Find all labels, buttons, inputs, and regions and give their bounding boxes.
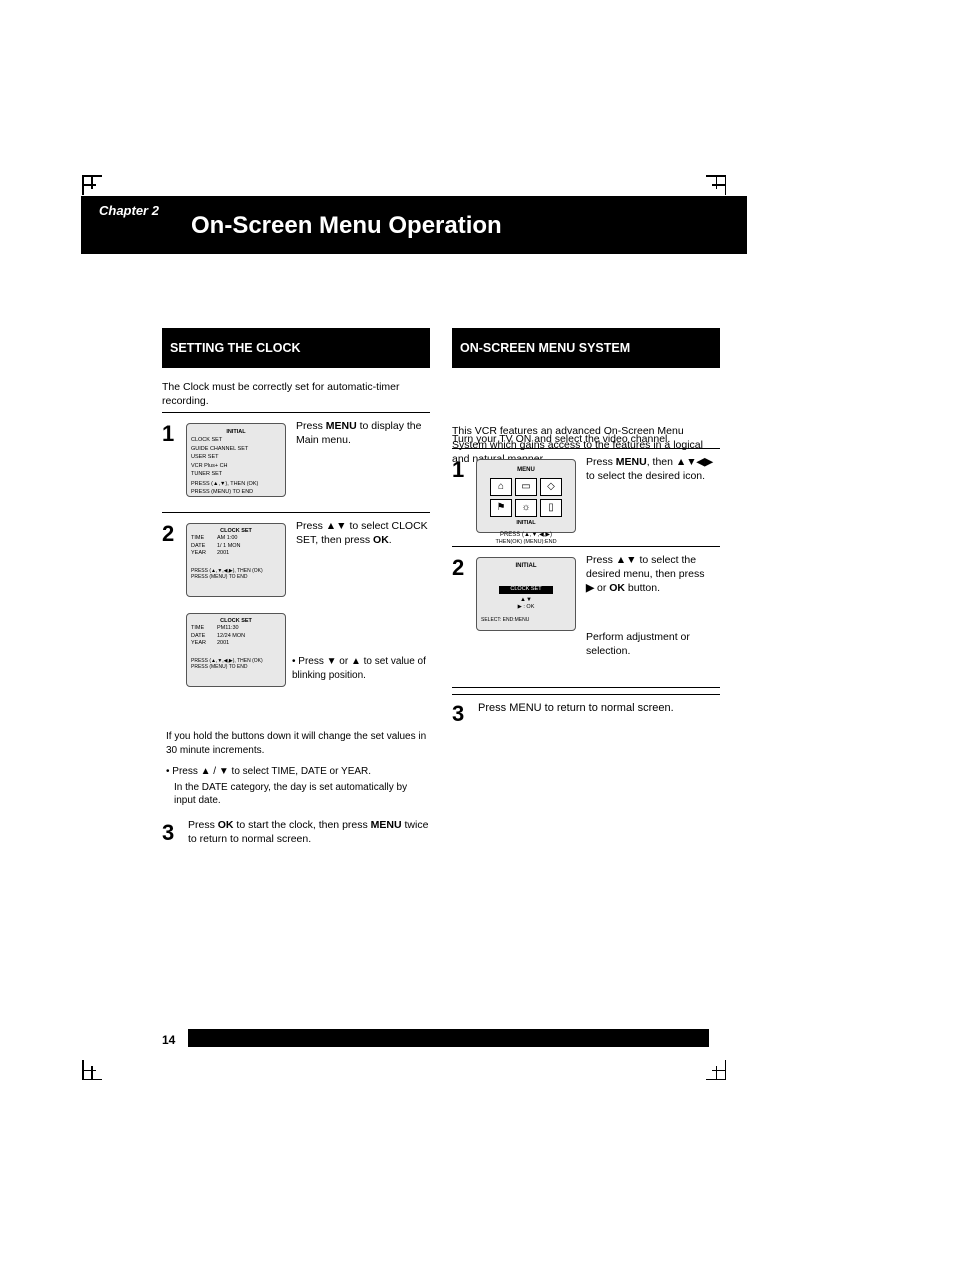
left-lead-text: The Clock must be correctly set for auto…: [162, 380, 430, 408]
step-instruction: Press MENU to display the Main menu.: [296, 419, 430, 447]
osd-screen-initial-select: INITIAL CLOCK SET ▲▼ ▶ : OK SELECT: END:…: [476, 557, 576, 631]
osd-screen-clock-blank: CLOCK SET TIME AM 1:00 DATE1/ 1 MON YEAR…: [186, 523, 286, 597]
bullet-text: • Press ▼ or ▲ to set value of blinking …: [292, 655, 430, 682]
chapter-title: On-Screen Menu Operation: [191, 210, 502, 242]
step-instruction: Press ▲▼ to select the desired menu, the…: [586, 553, 720, 596]
menu-icon-grid: ⌂ ▭ ◇ ⚑ ☼ ▯: [481, 478, 571, 517]
step-instruction: Press OK to start the clock, then press …: [188, 818, 430, 846]
footer-band: [188, 1029, 709, 1047]
left-section-title: SETTING THE CLOCK: [170, 340, 301, 357]
note-text: In the DATE category, the day is set aut…: [174, 781, 430, 808]
left-step-3: 3 Press OK to start the clock, then pres…: [162, 818, 430, 846]
right-prestep-text: Turn your TV ON and select the video cha…: [452, 432, 720, 446]
osd-screen-initial: INITIAL CLOCK SET GUIDE CHANNEL SET USER…: [186, 423, 286, 497]
menu-icon: ◇: [540, 478, 562, 496]
left-step-2: 2 CLOCK SET TIME AM 1:00 DATE1/ 1 MON YE…: [162, 512, 430, 846]
manual-page: Chapter 2 On-Screen Menu Operation 14 Th…: [0, 0, 954, 1272]
step-number: 3: [162, 818, 174, 848]
menu-icon: ⚑: [490, 499, 512, 517]
osd-screen-clock-set: CLOCK SET TIME PM11:30 DATE12/24 MON YEA…: [186, 613, 286, 687]
step-instruction: Press ▲▼ to select CLOCK SET, then press…: [296, 519, 430, 547]
step-number: 1: [162, 419, 186, 449]
osd-screen-menu-icons: MENU ⌂ ▭ ◇ ⚑ ☼ ▯ INITIAL PRESS (▲,▼,◀,▶)…: [476, 459, 576, 533]
page-number: 14: [162, 1032, 175, 1048]
step-number: 1: [452, 455, 476, 485]
right-section-title: ON-SCREEN MENU SYSTEM: [460, 340, 630, 357]
chapter-label: Chapter 2: [99, 202, 159, 220]
chapter-header-band: Chapter 2 On-Screen Menu Operation: [81, 196, 747, 254]
menu-icon: ▯: [540, 499, 562, 517]
right-step-2: 2 INITIAL CLOCK SET ▲▼ ▶ : OK SELECT: EN…: [452, 546, 720, 688]
note-text: If you hold the buttons down it will cha…: [166, 730, 430, 757]
menu-icon: ▭: [515, 478, 537, 496]
menu-icon: ⌂: [490, 478, 512, 496]
step-number: 2: [452, 553, 476, 583]
step-instruction: Press MENU, then ▲▼◀▶ to select the desi…: [586, 455, 720, 483]
left-step-1: 1 INITIAL CLOCK SET GUIDE CHANNEL SET US…: [162, 412, 430, 512]
bullet-text: • Press ▲ / ▼ to select TIME, DATE or YE…: [166, 765, 430, 779]
step-number: 2: [162, 519, 186, 549]
right-step-3: 3 Press MENU to return to normal screen.: [452, 694, 720, 728]
step-instruction: Press MENU to return to normal screen.: [478, 701, 720, 716]
right-step-1: 1 MENU ⌂ ▭ ◇ ⚑ ☼ ▯ INITIAL PRESS (▲,▼,◀,…: [452, 448, 720, 546]
step-number: 3: [452, 699, 464, 729]
left-section-header-abs: SETTING THE CLOCK: [162, 328, 430, 368]
menu-icon: ☼: [515, 499, 537, 517]
right-section-header: ON-SCREEN MENU SYSTEM: [452, 328, 720, 368]
step-tail-text: Perform adjustment or selection.: [586, 630, 720, 658]
